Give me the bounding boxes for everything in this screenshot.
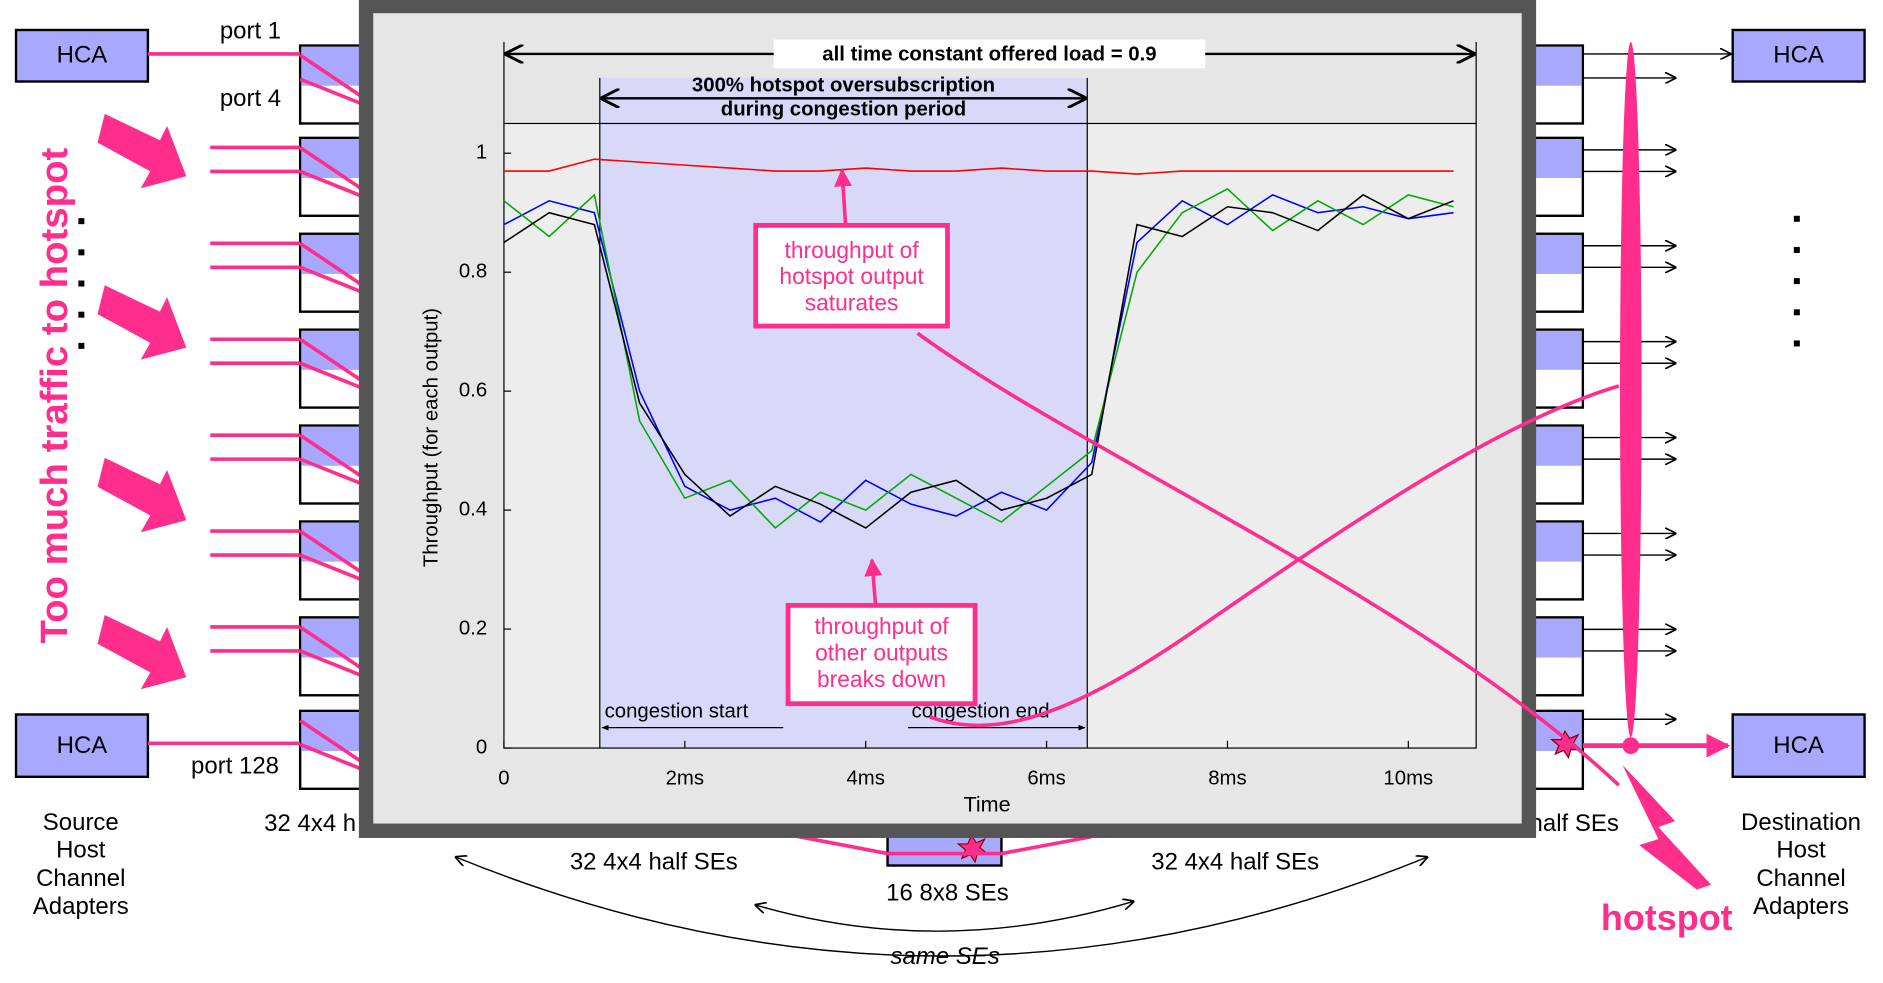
y-tick-label: 0 (476, 736, 487, 758)
note-text: breaks down (817, 666, 946, 692)
pink-curve (916, 331, 1621, 787)
load-label: all time constant offered load = 0.9 (822, 44, 1156, 66)
y-tick-label: 0.4 (459, 498, 487, 520)
y-axis-label: Throughput (for each output) (420, 308, 442, 567)
pink-link (299, 529, 368, 584)
pink-link (761, 827, 1092, 856)
pink-curve (928, 384, 1620, 728)
y-tick-label: 0.6 (459, 380, 487, 402)
source-label: Channel (36, 865, 125, 892)
y-tick-label: 1 (476, 142, 487, 164)
source-label: Source (43, 809, 119, 836)
destination-label: Channel (1756, 865, 1845, 892)
traffic-arrow (97, 457, 187, 533)
destination-label: Destination (1741, 809, 1861, 836)
hca-label: HCA (57, 732, 108, 759)
x-axis-label: Time (963, 791, 1010, 816)
pink-link (299, 337, 368, 392)
note-box (753, 222, 950, 329)
port-label: port 1 (220, 18, 281, 45)
x-tick-label: 10ms (1383, 768, 1433, 790)
note-text: saturates (805, 290, 899, 316)
hca-label: HCA (1773, 732, 1824, 759)
note-text: hotspot output (779, 263, 924, 289)
traffic-arrow (97, 113, 187, 189)
pink-link (299, 625, 368, 679)
traffic-arrow (97, 285, 187, 360)
annotations: throughput of hotspot output saturates t… (753, 168, 1621, 787)
note-box (785, 602, 978, 707)
stage-label: half SEs (1530, 810, 1619, 837)
hotspot-bolt (1622, 764, 1712, 890)
x-tick-label: 0 (498, 768, 509, 790)
port-label: port 4 (220, 85, 281, 112)
x-tick-label: 6ms (1027, 768, 1065, 790)
hca-label: HCA (1773, 42, 1824, 69)
destination-label: Host (1776, 836, 1826, 863)
congestion-start-label: congestion start (605, 700, 749, 722)
note-text: other outputs (815, 640, 948, 666)
plot-border (503, 122, 1477, 749)
y-tick-label: 0.8 (459, 261, 487, 283)
pink-link (299, 718, 368, 773)
x-tick-label: 2ms (666, 768, 704, 790)
series-line (503, 158, 1454, 175)
same-label: same SEs (890, 943, 999, 970)
hca-box (1731, 28, 1866, 83)
pink-link (299, 145, 368, 200)
switch-port (1527, 139, 1582, 179)
traffic-arrow (97, 614, 187, 690)
dots (78, 215, 1800, 349)
note-text: throughput of (785, 237, 920, 263)
hca-box (14, 28, 150, 83)
hca-box (1731, 713, 1866, 779)
source-label: Adapters (33, 893, 129, 920)
hotspot-burst (1550, 730, 1583, 760)
switch-port (1527, 46, 1582, 86)
switch-port (1527, 426, 1582, 466)
oversub-label: 300% hotspot oversubscription (692, 75, 995, 97)
x-tick-label: 4ms (846, 768, 884, 790)
stage-label: 32 4x4 half SEs (1151, 848, 1319, 875)
hca-label: HCA (57, 42, 108, 69)
note-arrow (864, 558, 883, 606)
destination-label: Adapters (1753, 893, 1849, 920)
note-text: throughput of (814, 613, 949, 639)
hotspot-funnel (1620, 41, 1642, 738)
pink-link (299, 241, 368, 296)
switch-port (1527, 234, 1582, 274)
series-line (503, 187, 1454, 530)
stage-label: 16 8x8 SEs (886, 880, 1009, 907)
stage-label: 32 4x4 half SEs (570, 848, 738, 875)
same-arc (456, 857, 1427, 957)
same-arc (756, 901, 1134, 932)
switch-port (1527, 330, 1582, 370)
pink-link (299, 53, 368, 108)
pink-link (299, 433, 368, 488)
y-tick-label: 0.2 (459, 617, 487, 639)
switch-port (1527, 618, 1582, 658)
port-label: port 128 (191, 753, 279, 780)
note-arrow (834, 168, 853, 226)
stage-label: 32 4x4 h (264, 810, 356, 837)
oversub-label: during congestion period (721, 99, 966, 121)
switch-port (1527, 522, 1582, 562)
source-label: Host (56, 836, 106, 863)
hca-box (14, 713, 150, 779)
series-line (503, 193, 1454, 529)
load-label-bg (773, 39, 1206, 69)
hotspot-label: hotspot (1601, 897, 1733, 938)
x-tick-label: 8ms (1208, 768, 1246, 790)
chart: all time constant offered load = 0.9 300%… (358, 0, 1537, 838)
hotspot-dot (1622, 737, 1640, 755)
traffic-label: Too much traffic to hotspot (33, 147, 76, 643)
